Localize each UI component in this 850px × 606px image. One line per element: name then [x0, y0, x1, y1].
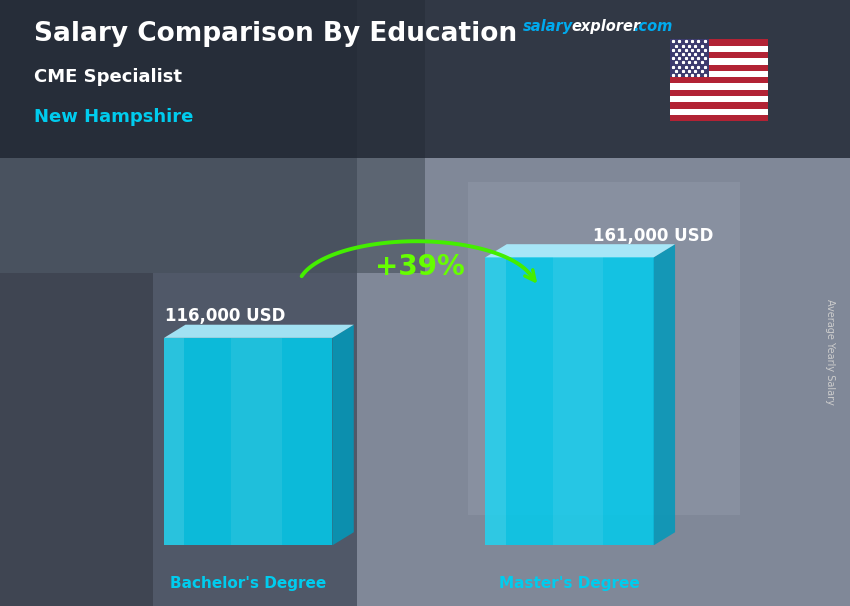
Bar	[670, 39, 768, 45]
Bar	[468, 182, 740, 515]
Polygon shape	[654, 244, 675, 545]
Text: .com: .com	[633, 19, 672, 35]
Bar	[670, 39, 709, 77]
Polygon shape	[332, 325, 354, 545]
Polygon shape	[552, 258, 604, 545]
Bar	[670, 102, 768, 108]
Text: Average Yearly Salary: Average Yearly Salary	[824, 299, 835, 404]
Bar	[0, 0, 850, 158]
Polygon shape	[231, 338, 282, 545]
Polygon shape	[485, 244, 675, 258]
Polygon shape	[164, 325, 354, 338]
Bar	[357, 0, 850, 606]
Bar	[670, 45, 768, 52]
Bar	[0, 0, 425, 273]
Bar	[670, 52, 768, 58]
Bar	[670, 108, 768, 115]
Text: 161,000 USD: 161,000 USD	[593, 227, 714, 245]
Bar	[0, 0, 357, 606]
Text: salary: salary	[523, 19, 573, 35]
Text: Bachelor's Degree: Bachelor's Degree	[170, 576, 326, 591]
Bar	[670, 84, 768, 90]
Text: +39%: +39%	[376, 253, 465, 281]
Bar	[670, 115, 768, 121]
Text: CME Specialist: CME Specialist	[34, 68, 182, 86]
Polygon shape	[485, 258, 654, 545]
Polygon shape	[164, 338, 184, 545]
Bar	[670, 71, 768, 77]
Polygon shape	[485, 258, 506, 545]
Text: explorer: explorer	[571, 19, 640, 35]
Bar	[670, 90, 768, 96]
Text: New Hampshire: New Hampshire	[34, 108, 193, 126]
Bar	[670, 65, 768, 71]
Polygon shape	[164, 338, 332, 545]
Bar	[670, 96, 768, 102]
Bar	[0, 273, 153, 606]
Text: Salary Comparison By Education: Salary Comparison By Education	[34, 21, 517, 47]
Text: 116,000 USD: 116,000 USD	[165, 307, 286, 325]
Bar	[670, 58, 768, 65]
Bar	[670, 77, 768, 84]
Text: Master's Degree: Master's Degree	[499, 576, 640, 591]
